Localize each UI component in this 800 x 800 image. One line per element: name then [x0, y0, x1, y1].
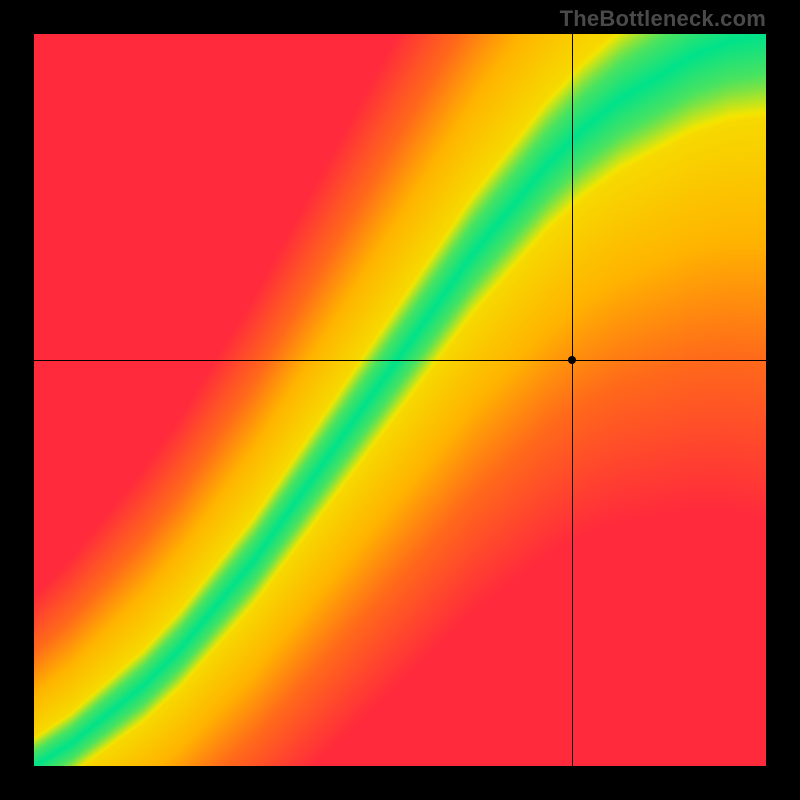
- plot-area: [34, 34, 766, 766]
- chart-container: TheBottleneck.com: [0, 0, 800, 800]
- crosshair-horizontal: [34, 360, 766, 361]
- watermark-text: TheBottleneck.com: [560, 6, 766, 32]
- heatmap-canvas: [34, 34, 766, 766]
- crosshair-vertical: [572, 34, 573, 766]
- crosshair-marker: [568, 356, 576, 364]
